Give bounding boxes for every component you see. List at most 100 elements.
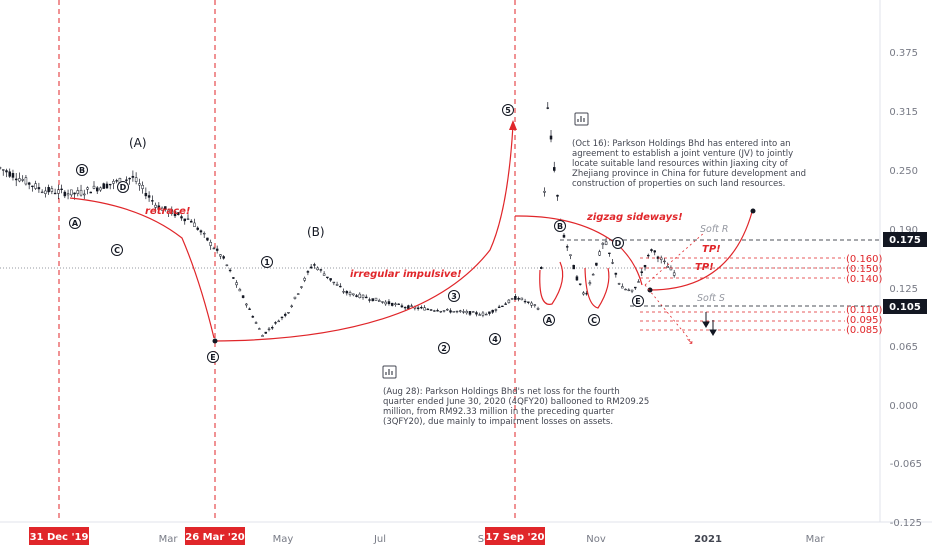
candle-body [562, 234, 566, 238]
candle-body [507, 299, 511, 303]
candle-body [565, 246, 569, 248]
candle-body [572, 264, 575, 270]
candle-body [232, 277, 235, 279]
candle-body [108, 183, 112, 186]
wave-label-a: (A) [129, 136, 147, 150]
wave-circle-label: D [120, 183, 127, 192]
candle-body [504, 303, 507, 305]
candle-body [672, 272, 676, 276]
candle-body [147, 195, 151, 198]
wave-curves [69, 124, 753, 342]
note-line: Zhejiang province in China for future de… [572, 169, 806, 179]
candle-body [309, 266, 313, 269]
wave-circle-ring [76, 164, 88, 176]
wave-circle-label: A [546, 316, 553, 325]
x-tick: Jul [373, 534, 386, 545]
candle-body [621, 286, 624, 289]
candle-body [653, 250, 656, 253]
note-line: (Oct 16): Parkson Holdings Bhd has enter… [572, 139, 791, 149]
candle-body [215, 248, 219, 251]
y-tick: -0.065 [890, 459, 922, 470]
candle-body [57, 189, 60, 194]
wave-circle-5: 5 [502, 104, 514, 116]
candle-body [497, 306, 501, 308]
candle-body [47, 187, 50, 193]
candle-body [154, 204, 157, 208]
wave-circle-ring [111, 244, 123, 256]
note-line: construction of properties on such land … [572, 179, 785, 189]
y-tick: -0.125 [890, 518, 922, 529]
candle-body [283, 313, 287, 316]
candle-body [634, 286, 637, 289]
candle-body [468, 311, 472, 315]
candle-body [212, 247, 216, 250]
candle-body [89, 191, 93, 194]
candle-body [598, 251, 601, 256]
wave-circle-label: 5 [505, 106, 511, 115]
candle-body [494, 309, 498, 311]
candle-body [102, 183, 105, 189]
date-tag-3[interactable]: 17 Sep '20 [485, 527, 545, 545]
candle-body [258, 328, 261, 330]
wave-circle-ring [489, 333, 501, 345]
y-axis-ticks: 0.375 0.315 0.250 0.190 0.125 0.065 0.00… [889, 48, 922, 529]
candle-body [21, 179, 24, 181]
candle-body [352, 293, 355, 296]
candle-body [387, 301, 391, 305]
candle-body [199, 230, 203, 233]
candle-body [394, 303, 397, 305]
x-tick: Nov [586, 534, 606, 545]
date-tag-2[interactable]: 26 Mar '20 [185, 527, 245, 545]
date-tag-1[interactable]: 31 Dec '19 [29, 527, 89, 545]
candle-body [319, 269, 323, 271]
candle-body [322, 273, 326, 276]
candle-body [604, 241, 608, 245]
curve-loop-a [539, 261, 564, 305]
y-tick: 0.000 [889, 401, 918, 412]
candle-body [462, 311, 465, 313]
label-tp-2: TP! [695, 262, 714, 273]
candle-body [70, 189, 73, 196]
candle-body [446, 309, 449, 311]
candle-body [423, 307, 426, 311]
candle-body [643, 264, 647, 268]
wave-circle-d: D [117, 181, 129, 193]
candle-body [475, 312, 478, 315]
candle-body [442, 310, 446, 312]
candle-body [553, 167, 556, 171]
curve-impulsive [213, 124, 514, 342]
candle-body [95, 187, 99, 192]
candle-body [630, 289, 634, 292]
wave-circle-label: 3 [451, 292, 457, 301]
label-soft-s: Soft S [697, 293, 725, 304]
note-icon-oct[interactable] [574, 112, 589, 126]
label-soft-r: Soft R [700, 224, 729, 235]
candle-body [510, 298, 514, 300]
wave-circle-ring [207, 351, 219, 363]
wave-circle-label: B [557, 222, 563, 231]
note-oct16: (Oct 16): Parkson Holdings Bhd has enter… [572, 139, 806, 189]
candle-body [368, 299, 371, 301]
level-label: (0.110) [846, 305, 883, 316]
candle-body [484, 313, 488, 316]
candle-body [14, 178, 18, 181]
candle-body [170, 209, 174, 214]
x-axis-ticks: Mar May Jul Se Nov 2021 Mar [159, 534, 826, 545]
candle-body [157, 205, 161, 210]
candle-body [569, 254, 572, 256]
wave-circle-ring [448, 290, 460, 302]
candle-body [420, 306, 423, 309]
candle-body [300, 286, 303, 288]
candle-body [254, 322, 258, 324]
down-arrow-head [702, 321, 710, 328]
wave-circle-b2: B [554, 220, 566, 232]
y-tick: 0.125 [889, 284, 918, 295]
candle-body [637, 281, 640, 283]
levels: (0.160) (0.150) (0.140) (0.110) (0.095) … [560, 239, 883, 336]
candle-body [115, 180, 118, 182]
note-icon-aug[interactable] [382, 365, 397, 379]
bar-chart-icon-bars [385, 369, 393, 375]
wave-circle-ring [69, 217, 81, 229]
candle-body [245, 303, 248, 306]
